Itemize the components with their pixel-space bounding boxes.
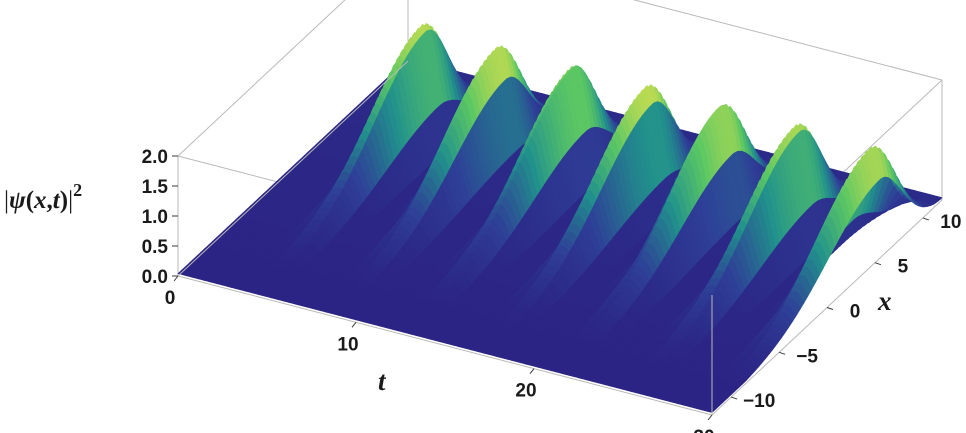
axis-ticks: 0 10 20 30 −10 −5 0 5 10 0.0 0.5 1.0 1.5 2.0 xyxy=(142,147,962,433)
x-tick-label: 5 xyxy=(898,257,909,278)
t-tick-label: 0 xyxy=(165,288,176,309)
z-tick-label: 0.0 xyxy=(142,267,168,288)
z-tick-label: 2.0 xyxy=(142,147,168,168)
t-tick-label: 10 xyxy=(337,334,358,355)
x-tick-mark xyxy=(731,396,738,400)
x-tick-label: −10 xyxy=(743,391,775,412)
t-tick-mark xyxy=(173,275,179,282)
x-tick-label: −5 xyxy=(796,346,818,367)
t-tick-label: 30 xyxy=(693,427,714,433)
surface-strip xyxy=(227,223,767,364)
surface-strip xyxy=(185,262,725,406)
surface-strip xyxy=(177,269,717,413)
x-tick-mark xyxy=(922,217,929,221)
t-tick-label: 20 xyxy=(515,381,536,402)
x-tick-mark xyxy=(778,351,786,355)
x-tick-label: 10 xyxy=(940,212,961,233)
surface-strip xyxy=(307,78,847,281)
t-axis-label: t xyxy=(378,366,387,396)
surface-strip xyxy=(257,186,797,329)
t-tick-mark xyxy=(707,414,713,421)
t-tick-mark xyxy=(529,368,535,374)
surface-strip xyxy=(280,138,820,307)
z-axis-label: |ψ(x,t)|2 xyxy=(4,180,82,214)
surface-strip xyxy=(273,155,813,314)
z-tick-label: 1.0 xyxy=(142,207,168,228)
surface-strip xyxy=(188,258,728,403)
surface-strip xyxy=(200,248,740,392)
box-edge xyxy=(177,0,346,157)
z-tick-label: 0.5 xyxy=(142,237,169,258)
surface xyxy=(177,23,943,413)
box-edge xyxy=(177,275,713,416)
box-edge xyxy=(177,60,409,277)
x-tick-mark xyxy=(826,307,834,310)
z-tick-label: 1.5 xyxy=(142,177,169,198)
x-tick-label: 0 xyxy=(850,302,861,323)
t-tick-mark xyxy=(351,322,357,328)
surface-strip xyxy=(215,233,755,377)
x-tick-mark xyxy=(874,262,882,266)
surface-strip xyxy=(219,230,759,373)
surface-strip xyxy=(238,212,778,350)
x-axis-label: x xyxy=(877,286,892,316)
surface-strip xyxy=(211,237,751,381)
box-edge xyxy=(632,0,943,81)
